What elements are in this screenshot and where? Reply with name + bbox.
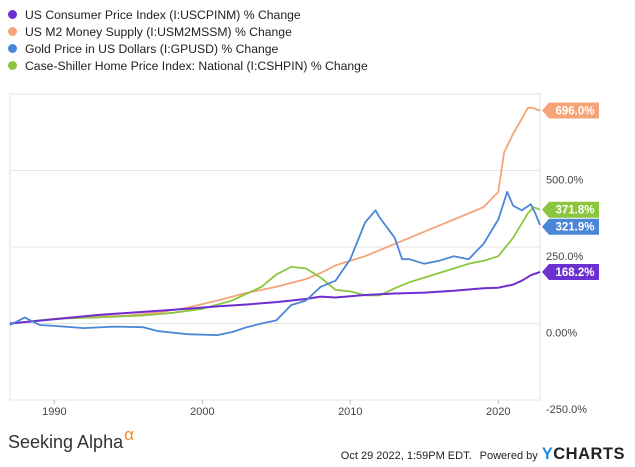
series-line (9, 271, 541, 325)
legend-swatch-gold (8, 44, 17, 53)
brand-name: Seeking Alpha (8, 432, 124, 452)
legend-label-m2: US M2 Money Supply (I:USM2MSSM) % Change (25, 24, 292, 39)
legend-item-m2[interactable]: US M2 Money Supply (I:USM2MSSM) % Change (8, 23, 368, 40)
x-tick-label: 1990 (42, 406, 66, 418)
end-value-label: 696.0% (555, 106, 594, 118)
alpha-symbol: α (124, 425, 134, 444)
end-value-label: 168.2% (555, 267, 594, 279)
end-value-tag (542, 102, 599, 119)
legend-swatch-cpi (8, 10, 17, 19)
legend-item-case-shiller[interactable]: Case-Shiller Home Price Index: National … (8, 57, 368, 74)
chart-footer: Oct 29 2022, 1:59PM EDT. Powered by YCHA… (341, 445, 625, 464)
ycharts-rest: CHARTS (553, 445, 625, 463)
ycharts-y: Y (541, 445, 554, 463)
legend-swatch-case-shiller (8, 61, 17, 70)
end-value-tag (542, 218, 599, 235)
series-line (9, 206, 541, 325)
y-tick-label: -250.0% (546, 404, 587, 416)
x-tick-label: 2020 (486, 406, 510, 418)
timestamp: Oct 29 2022, 1:59PM EDT. (340, 450, 472, 462)
end-value-label: 321.9% (555, 222, 594, 234)
legend-label-cpi: US Consumer Price Index (I:USCPINM) % Ch… (25, 7, 301, 22)
x-tick-label: 2000 (190, 406, 214, 418)
y-tick-label: 250.0% (546, 251, 584, 263)
series-line (9, 191, 541, 336)
x-tick-label: 2010 (338, 406, 362, 418)
y-tick-label: 500.0% (546, 175, 584, 187)
powered-by-text: Powered by (479, 450, 538, 462)
y-tick-label: 0.00% (546, 328, 577, 340)
legend-label-gold: Gold Price in US Dollars (I:GPUSD) % Cha… (25, 41, 279, 56)
legend-item-cpi[interactable]: US Consumer Price Index (I:USCPINM) % Ch… (8, 6, 368, 23)
end-value-label: 371.8% (555, 205, 594, 217)
end-value-tag (542, 201, 599, 218)
end-value-tag (542, 264, 599, 281)
legend-swatch-m2 (8, 27, 17, 36)
legend-item-gold[interactable]: Gold Price in US Dollars (I:GPUSD) % Cha… (8, 40, 368, 57)
ycharts-logo[interactable]: YCHARTS (542, 445, 625, 464)
seeking-alpha-logo[interactable]: Seeking Alphaα (8, 425, 134, 453)
legend-label-case-shiller: Case-Shiller Home Price Index: National … (25, 58, 368, 73)
chart-legend: US Consumer Price Index (I:USCPINM) % Ch… (8, 6, 368, 74)
